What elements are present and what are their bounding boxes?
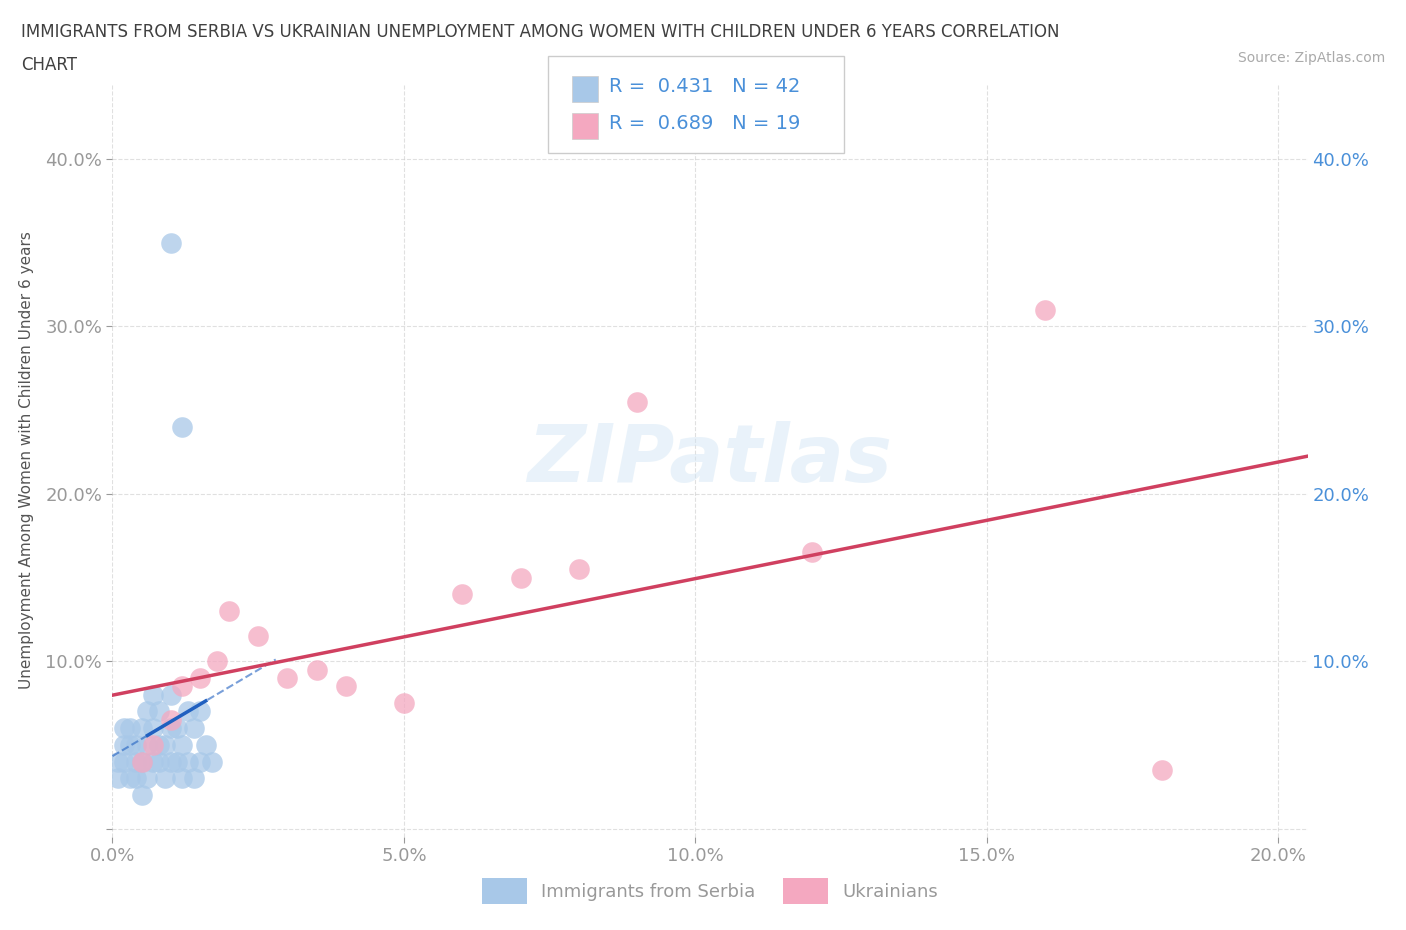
- Point: [136, 704, 159, 719]
- Point: [188, 671, 211, 685]
- Point: [166, 754, 188, 769]
- Point: [159, 721, 181, 736]
- Point: [153, 771, 176, 786]
- Point: [131, 788, 153, 803]
- Point: [200, 754, 222, 769]
- Point: [159, 235, 181, 250]
- Legend: Immigrants from Serbia, Ukrainians: Immigrants from Serbia, Ukrainians: [475, 870, 945, 910]
- Point: [112, 737, 135, 752]
- Point: [112, 754, 135, 769]
- Point: [142, 737, 165, 752]
- Point: [125, 771, 148, 786]
- Point: [166, 721, 188, 736]
- Text: R =  0.689   N = 19: R = 0.689 N = 19: [609, 114, 800, 133]
- Point: [159, 754, 181, 769]
- Point: [172, 419, 194, 434]
- Point: [142, 687, 165, 702]
- Point: [148, 737, 170, 752]
- Point: [172, 679, 194, 694]
- Point: [142, 754, 165, 769]
- Point: [1150, 763, 1173, 777]
- Point: [247, 629, 270, 644]
- Point: [112, 721, 135, 736]
- Point: [183, 771, 205, 786]
- Point: [159, 687, 181, 702]
- Point: [177, 704, 200, 719]
- Point: [626, 394, 648, 409]
- Point: [177, 754, 200, 769]
- Point: [131, 754, 153, 769]
- Point: [801, 545, 824, 560]
- Point: [131, 754, 153, 769]
- Text: R =  0.431   N = 42: R = 0.431 N = 42: [609, 77, 800, 96]
- Point: [451, 587, 474, 602]
- Point: [136, 737, 159, 752]
- Point: [107, 771, 129, 786]
- Point: [118, 721, 141, 736]
- Point: [188, 754, 211, 769]
- Y-axis label: Unemployment Among Women with Children Under 6 years: Unemployment Among Women with Children U…: [20, 232, 34, 689]
- Point: [118, 771, 141, 786]
- Text: IMMIGRANTS FROM SERBIA VS UKRAINIAN UNEMPLOYMENT AMONG WOMEN WITH CHILDREN UNDER: IMMIGRANTS FROM SERBIA VS UKRAINIAN UNEM…: [21, 23, 1060, 41]
- Point: [131, 721, 153, 736]
- Point: [107, 754, 129, 769]
- Point: [136, 771, 159, 786]
- Point: [1033, 302, 1056, 317]
- Point: [125, 737, 148, 752]
- Text: Source: ZipAtlas.com: Source: ZipAtlas.com: [1237, 51, 1385, 65]
- Point: [118, 737, 141, 752]
- Text: ZIPatlas: ZIPatlas: [527, 421, 893, 499]
- Point: [194, 737, 217, 752]
- Point: [218, 604, 240, 618]
- Point: [305, 662, 328, 677]
- Point: [125, 754, 148, 769]
- Point: [153, 737, 176, 752]
- Point: [148, 754, 170, 769]
- Point: [207, 654, 229, 669]
- Text: CHART: CHART: [21, 56, 77, 73]
- Point: [142, 721, 165, 736]
- Point: [172, 771, 194, 786]
- Point: [392, 696, 415, 711]
- Point: [188, 704, 211, 719]
- Point: [276, 671, 298, 685]
- Point: [335, 679, 357, 694]
- Point: [148, 704, 170, 719]
- Point: [183, 721, 205, 736]
- Point: [159, 712, 181, 727]
- Point: [509, 570, 531, 585]
- Point: [172, 737, 194, 752]
- Point: [568, 562, 591, 577]
